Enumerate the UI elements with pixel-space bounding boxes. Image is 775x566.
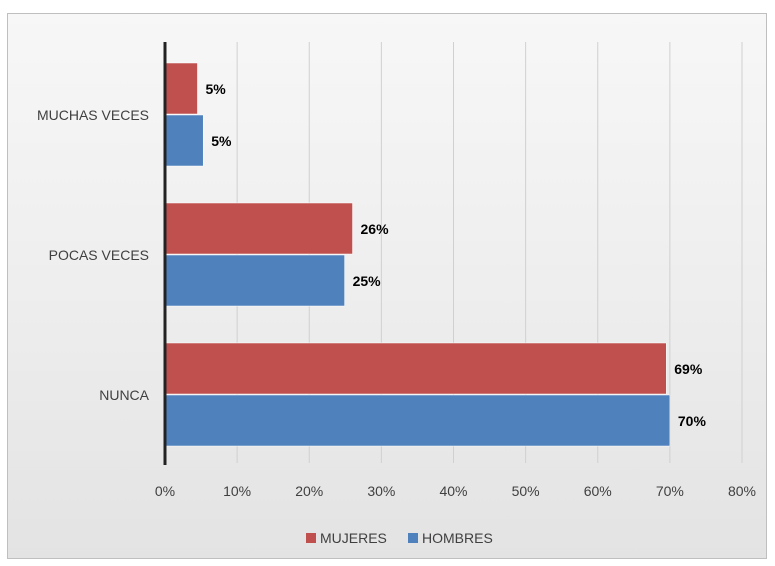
category-label: NUNCA	[99, 387, 149, 403]
legend-swatch-hombres	[408, 533, 418, 543]
bar-mujeres-2	[164, 342, 667, 395]
bar-mujeres-0	[164, 62, 198, 115]
data-label-hombres-1: 25%	[353, 273, 382, 289]
x-tick-label: 70%	[656, 483, 684, 499]
data-label-mujeres-1: 26%	[361, 221, 390, 237]
legend-label-mujeres: MUJERES	[320, 530, 387, 546]
data-label-mujeres-0: 5%	[205, 81, 226, 97]
data-labels: 5% 5% 26% 25% 69% 70%	[205, 81, 706, 429]
x-tick-label: 20%	[295, 483, 323, 499]
x-tick-label: 40%	[439, 483, 467, 499]
bar-mujeres-1	[164, 202, 353, 255]
chart-area	[7, 13, 767, 559]
bars	[164, 62, 671, 447]
legend-swatch-mujeres	[306, 533, 316, 543]
category-labels: MUCHAS VECES POCAS VECES NUNCA	[37, 107, 150, 403]
category-label: POCAS VECES	[49, 247, 149, 263]
x-tick-label: 80%	[728, 483, 756, 499]
x-tick-label: 0%	[155, 483, 175, 499]
category-label: MUCHAS VECES	[37, 107, 149, 123]
data-label-mujeres-2: 69%	[674, 361, 703, 377]
legend-label-hombres: HOMBRES	[422, 530, 493, 546]
bar-hombres-1	[164, 254, 345, 307]
x-tick-label: 10%	[223, 483, 251, 499]
bar-hombres-0	[164, 114, 204, 167]
bar-hombres-2	[164, 394, 671, 447]
x-tick-labels: 0% 10% 20% 30% 40% 50% 60% 70% 80%	[155, 483, 756, 499]
legend: MUJERES HOMBRES	[306, 530, 493, 546]
data-label-hombres-2: 70%	[678, 413, 707, 429]
x-tick-label: 60%	[584, 483, 612, 499]
x-tick-label: 30%	[367, 483, 395, 499]
data-label-hombres-0: 5%	[211, 133, 232, 149]
x-tick-label: 50%	[512, 483, 540, 499]
